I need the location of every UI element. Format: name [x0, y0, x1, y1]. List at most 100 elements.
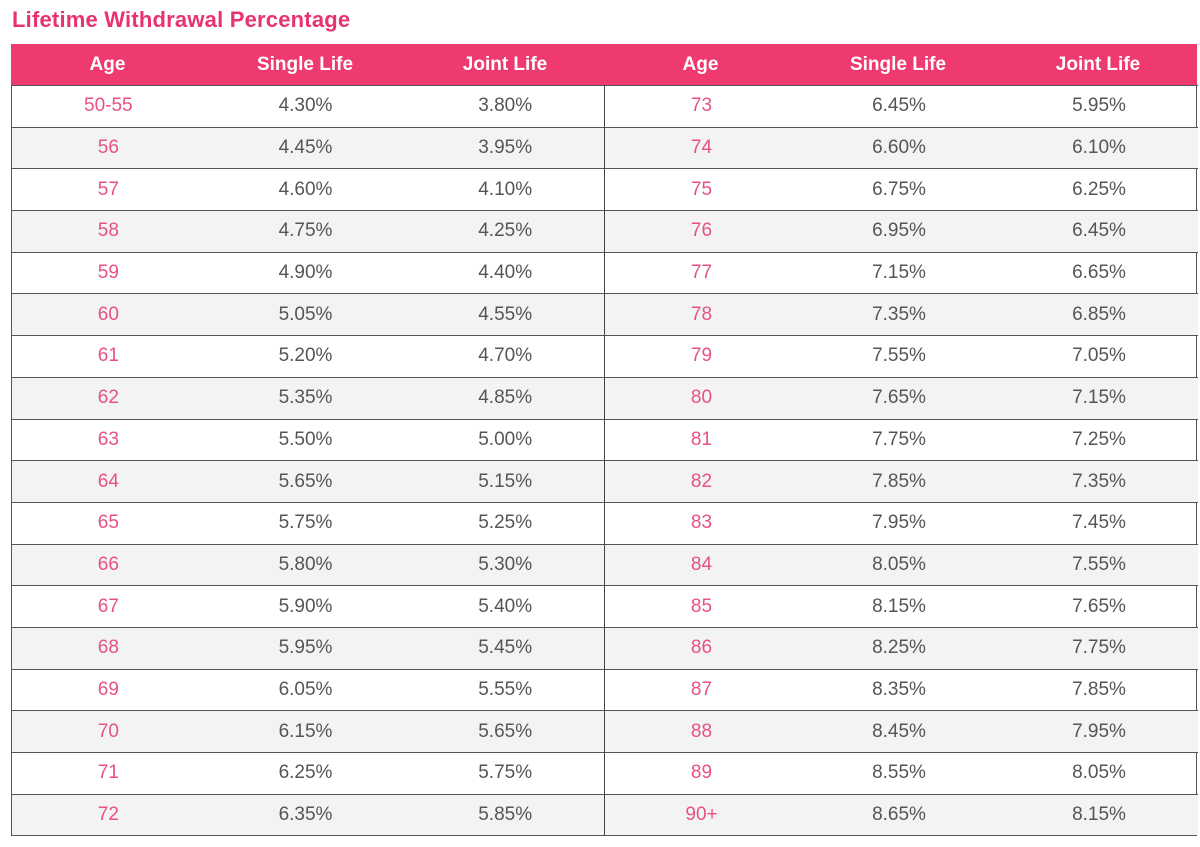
- age-cell: 70: [97, 720, 119, 742]
- joint-life-cell: 7.65%: [1072, 595, 1126, 617]
- table-row: 80 7.65% 7.15%: [605, 376, 1198, 419]
- single-life-cell: 6.15%: [278, 720, 333, 742]
- table-row: 74 6.60% 6.10%: [605, 126, 1198, 169]
- joint-life-cell: 6.10%: [1072, 137, 1126, 159]
- age-cell: 64: [97, 470, 119, 492]
- joint-life-cell: 5.30%: [478, 553, 533, 575]
- single-life-cell: 8.35%: [872, 678, 926, 700]
- age-cell: 59: [97, 262, 119, 284]
- single-life-cell: 5.50%: [278, 428, 333, 450]
- joint-life-cell: 5.95%: [1072, 95, 1126, 117]
- joint-life-cell: 4.70%: [478, 345, 533, 367]
- age-cell: 77: [690, 262, 713, 284]
- joint-life-cell: 4.40%: [478, 262, 533, 284]
- table-row: 60 5.05% 4.55%: [12, 293, 604, 336]
- joint-life-cell: 4.85%: [478, 387, 533, 409]
- age-cell: 71: [97, 762, 119, 784]
- joint-life-cell: 7.25%: [1072, 428, 1126, 450]
- header-age-right: Age: [682, 53, 719, 75]
- age-cell: 83: [690, 512, 713, 534]
- page-title: Lifetime Withdrawal Percentage: [12, 7, 351, 32]
- table-row: 87 8.35% 7.85%: [605, 668, 1198, 711]
- table-row: 85 8.15% 7.65%: [605, 585, 1198, 627]
- table-row: 64 5.65% 5.15%: [12, 460, 604, 502]
- table-row: 83 7.95% 7.45%: [605, 501, 1198, 544]
- table-row: 57 4.60% 4.10%: [12, 168, 604, 210]
- single-life-cell: 4.30%: [278, 95, 333, 117]
- joint-life-cell: 5.25%: [478, 512, 533, 534]
- single-life-cell: 6.60%: [872, 137, 926, 159]
- table-row: 73 6.45% 5.95%: [605, 85, 1198, 127]
- joint-life-cell: 5.75%: [478, 762, 533, 784]
- table-row: 72 6.35% 5.85%: [12, 793, 604, 836]
- age-cell: 76: [690, 220, 713, 242]
- joint-life-cell: 6.25%: [1072, 178, 1126, 200]
- age-cell: 74: [690, 137, 713, 159]
- table-row: 62 5.35% 4.85%: [12, 376, 604, 419]
- age-cell: 85: [690, 595, 713, 617]
- joint-life-cell: 3.80%: [478, 95, 533, 117]
- joint-life-cell: 7.95%: [1072, 720, 1126, 742]
- single-life-cell: 8.65%: [872, 804, 926, 826]
- single-life-cell: 8.45%: [872, 720, 926, 742]
- header-age-left: Age: [89, 53, 126, 75]
- single-life-cell: 5.35%: [278, 387, 333, 409]
- joint-life-cell: 7.05%: [1072, 345, 1126, 367]
- header-joint-life-right: Joint Life: [1055, 53, 1141, 75]
- table-row: 71 6.25% 5.75%: [12, 752, 604, 794]
- joint-life-cell: 3.95%: [478, 137, 533, 159]
- table-row: 61 5.20% 4.70%: [12, 335, 604, 377]
- single-life-cell: 5.20%: [278, 345, 333, 367]
- joint-life-cell: 8.05%: [1072, 762, 1126, 784]
- single-life-cell: 7.65%: [872, 387, 926, 409]
- age-cell: 82: [690, 470, 713, 492]
- single-life-cell: 7.15%: [872, 262, 926, 284]
- single-life-cell: 4.90%: [278, 262, 333, 284]
- age-cell: 80: [690, 387, 713, 409]
- table-row: 59 4.90% 4.40%: [12, 251, 604, 294]
- table-right-half: 73 6.45% 5.95% 74 6.60% 6.10% 75 6.75% 6.25% 76 6.…: [605, 85, 1198, 836]
- table-row: 69 6.05% 5.55%: [12, 668, 604, 711]
- single-life-cell: 6.45%: [872, 95, 926, 117]
- single-life-cell: 5.65%: [278, 470, 333, 492]
- joint-life-cell: 6.45%: [1072, 220, 1126, 242]
- table-header: Age Single Life Joint Life Age Single Li…: [11, 44, 1197, 85]
- age-cell: 90+: [685, 804, 718, 826]
- joint-life-cell: 6.85%: [1072, 303, 1126, 325]
- single-life-cell: 4.45%: [278, 137, 333, 159]
- joint-life-cell: 7.85%: [1072, 678, 1126, 700]
- table-row: 88 8.45% 7.95%: [605, 710, 1198, 752]
- joint-life-cell: 5.85%: [478, 804, 533, 826]
- table-row: 56 4.45% 3.95%: [12, 126, 604, 169]
- age-cell: 69: [97, 678, 119, 700]
- table-row: 63 5.50% 5.00%: [12, 418, 604, 461]
- table-left-half: 50-55 4.30% 3.80% 56 4.45% 3.95% 57 4.60% 4.10% 5…: [12, 85, 605, 836]
- age-cell: 58: [97, 220, 119, 242]
- table-row: 82 7.85% 7.35%: [605, 460, 1198, 502]
- header-single-life-right: Single Life: [849, 53, 947, 75]
- joint-life-cell: 7.15%: [1072, 387, 1126, 409]
- age-cell: 84: [690, 553, 713, 575]
- table-row: 67 5.90% 5.40%: [12, 585, 604, 627]
- joint-life-cell: 7.35%: [1072, 470, 1126, 492]
- table-row: 86 8.25% 7.75%: [605, 626, 1198, 669]
- table-row: 81 7.75% 7.25%: [605, 418, 1198, 461]
- joint-life-cell: 6.65%: [1072, 262, 1126, 284]
- joint-life-cell: 5.15%: [478, 470, 533, 492]
- table-row: 65 5.75% 5.25%: [12, 501, 604, 544]
- single-life-cell: 4.60%: [278, 178, 333, 200]
- joint-life-cell: 7.55%: [1072, 553, 1126, 575]
- single-life-cell: 8.55%: [872, 762, 926, 784]
- table-row: 77 7.15% 6.65%: [605, 251, 1198, 294]
- table-row: 84 8.05% 7.55%: [605, 543, 1198, 586]
- header-joint-life-left: Joint Life: [462, 53, 548, 75]
- age-cell: 79: [690, 345, 713, 367]
- single-life-cell: 5.90%: [278, 595, 333, 617]
- table-row: 79 7.55% 7.05%: [605, 335, 1198, 377]
- single-life-cell: 5.95%: [278, 637, 333, 659]
- age-cell: 63: [97, 428, 119, 450]
- table-row: 68 5.95% 5.45%: [12, 626, 604, 669]
- age-cell: 68: [97, 637, 119, 659]
- age-cell: 88: [690, 720, 713, 742]
- joint-life-cell: 7.45%: [1072, 512, 1126, 534]
